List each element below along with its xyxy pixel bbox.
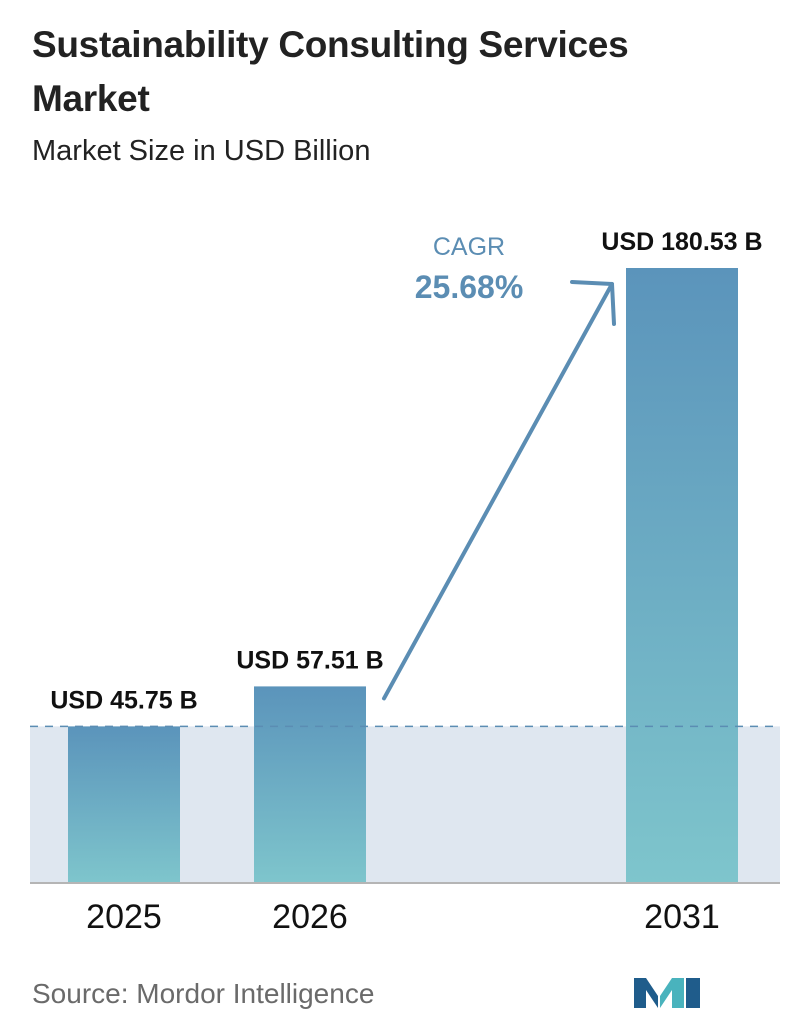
source-label: Source: Mordor Intelligence xyxy=(32,978,375,1009)
cagr-value: 25.68% xyxy=(415,269,524,305)
chart-title: Sustainability Consulting Services Marke… xyxy=(32,24,629,119)
bar-2031 xyxy=(626,268,738,882)
cagr-arrow xyxy=(382,280,616,701)
bar-2026 xyxy=(254,686,366,882)
x-tick-label-2031: 2031 xyxy=(644,898,720,936)
cagr-label: CAGR xyxy=(433,233,505,261)
mordor-intelligence-logo-icon xyxy=(634,978,700,1008)
bar-2025 xyxy=(68,726,180,882)
x-tick-label-2026: 2026 xyxy=(272,898,348,936)
value-label-2025: USD 45.75 B xyxy=(50,686,197,714)
x-tick-label-2025: 2025 xyxy=(86,898,162,936)
value-label-2026: USD 57.51 B xyxy=(236,646,383,674)
chart-subtitle: Market Size in USD Billion xyxy=(32,135,371,167)
value-label-2031: USD 180.53 B xyxy=(601,228,762,256)
